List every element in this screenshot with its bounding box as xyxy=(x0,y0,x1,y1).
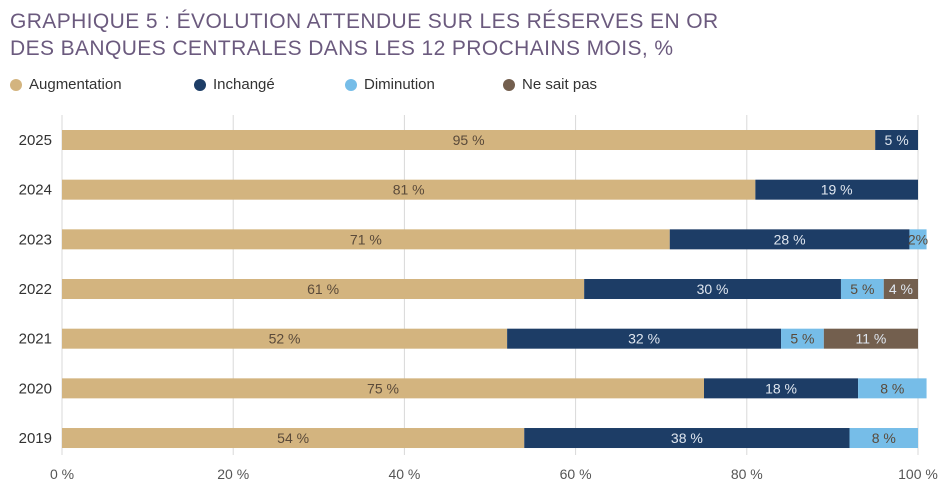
x-tick-label-60: 60 % xyxy=(560,466,592,482)
bar-augmentation-2024 xyxy=(62,179,756,200)
legend-label-augmentation: Augmentation xyxy=(29,76,122,93)
bar-ne-sait-pas-2022 xyxy=(883,279,918,300)
bar-augmentation-2023 xyxy=(62,229,670,250)
legend-swatch-diminution xyxy=(345,78,357,91)
y-tick-label-2022: 2022 xyxy=(19,281,52,298)
bar-augmentation-2025 xyxy=(62,130,876,150)
data-label-augmentation-2020: 75 % xyxy=(367,380,399,396)
bar-diminution-2021 xyxy=(781,328,824,349)
data-label-augmentation-2023: 71 % xyxy=(350,231,382,247)
data-label-inchange-2024: 19 % xyxy=(821,182,853,198)
bar-inchange-2021 xyxy=(507,328,782,349)
bar-augmentation-2022 xyxy=(62,279,585,300)
bar-ne-sait-pas-2021 xyxy=(823,328,918,349)
bar-inchange-2020 xyxy=(704,378,859,399)
y-tick-label-2020: 2020 xyxy=(19,380,52,397)
legend-item-inchange: Inchangé xyxy=(194,76,275,93)
data-label-inchange-2025: 5 % xyxy=(885,132,909,148)
data-label-diminution-2022: 5 % xyxy=(850,281,874,297)
x-tick-label-40: 40 % xyxy=(388,466,420,482)
data-label-inchange-2019: 38 % xyxy=(671,430,703,446)
bar-inchange-2019 xyxy=(524,428,850,449)
data-label-diminution-2023: 2% xyxy=(908,231,928,247)
data-label-inchange-2020: 18 % xyxy=(765,380,797,396)
y-tick-label-2023: 2023 xyxy=(19,231,52,248)
legend-label-ne-sait-pas: Ne sait pas xyxy=(522,76,598,93)
bar-diminution-2019 xyxy=(849,428,918,449)
legend-swatch-ne-sait-pas xyxy=(503,78,515,91)
bar-diminution-2022 xyxy=(840,279,884,300)
data-label-inchange-2022: 30 % xyxy=(697,281,729,297)
data-label-diminution-2020: 8 % xyxy=(880,380,904,396)
bar-augmentation-2020 xyxy=(62,378,704,399)
stacked-bar-chart: 0 % 20 % 40 % 60 % 80 % 100 % 2025 95 % 5 % 2024 8… xyxy=(19,115,938,482)
data-label-ne-sait-pas-2022: 4 % xyxy=(889,281,913,297)
data-label-inchange-2023: 28 % xyxy=(774,231,806,247)
data-label-augmentation-2019: 54 % xyxy=(277,430,309,446)
bar-inchange-2023 xyxy=(669,229,910,250)
bar-inchange-2025 xyxy=(875,130,918,150)
chart-title-line-1: GRAPHIQUE 5 : ÉVOLUTION ATTENDUE SUR LES… xyxy=(10,10,719,33)
x-tick-label-80: 80 % xyxy=(731,466,763,482)
legend-swatch-augmentation xyxy=(10,78,22,91)
data-label-augmentation-2025: 95 % xyxy=(453,132,485,148)
x-tick-label-20: 20 % xyxy=(217,466,249,482)
chart-legend: Augmentation Inchangé Diminution Ne sait… xyxy=(10,76,940,94)
data-label-augmentation-2024: 81 % xyxy=(393,182,425,198)
bar-diminution-2020 xyxy=(858,378,927,399)
data-label-diminution-2021: 5 % xyxy=(790,331,814,347)
chart-title: GRAPHIQUE 5 : ÉVOLUTION ATTENDUE SUR LES… xyxy=(10,8,719,62)
y-tick-label-2024: 2024 xyxy=(19,182,52,199)
bar-inchange-2024 xyxy=(755,179,918,200)
chart-title-line-2: DES BANQUES CENTRALES DANS LES 12 PROCHA… xyxy=(10,37,674,60)
legend-label-inchange: Inchangé xyxy=(213,76,275,93)
data-label-ne-sait-pas-2021: 11 % xyxy=(855,331,886,347)
x-tick-label-0: 0 % xyxy=(50,466,74,482)
data-label-augmentation-2022: 61 % xyxy=(307,281,339,297)
bar-inchange-2022 xyxy=(584,279,841,300)
bar-augmentation-2021 xyxy=(62,328,508,349)
legend-item-augmentation: Augmentation xyxy=(10,76,122,93)
data-label-augmentation-2021: 52 % xyxy=(269,331,301,347)
y-tick-label-2025: 2025 xyxy=(19,132,52,149)
legend-item-diminution: Diminution xyxy=(345,76,435,93)
x-tick-label-100: 100 % xyxy=(898,466,938,482)
bar-augmentation-2019 xyxy=(62,428,525,449)
data-label-diminution-2019: 8 % xyxy=(872,430,896,446)
data-label-inchange-2021: 32 % xyxy=(628,331,660,347)
y-tick-label-2019: 2019 xyxy=(19,430,52,447)
legend-label-diminution: Diminution xyxy=(364,76,435,93)
y-tick-label-2021: 2021 xyxy=(19,331,52,348)
bar-diminution-2023 xyxy=(909,229,927,250)
legend-item-ne-sait-pas: Ne sait pas xyxy=(503,76,597,93)
legend-swatch-inchange xyxy=(194,78,206,91)
